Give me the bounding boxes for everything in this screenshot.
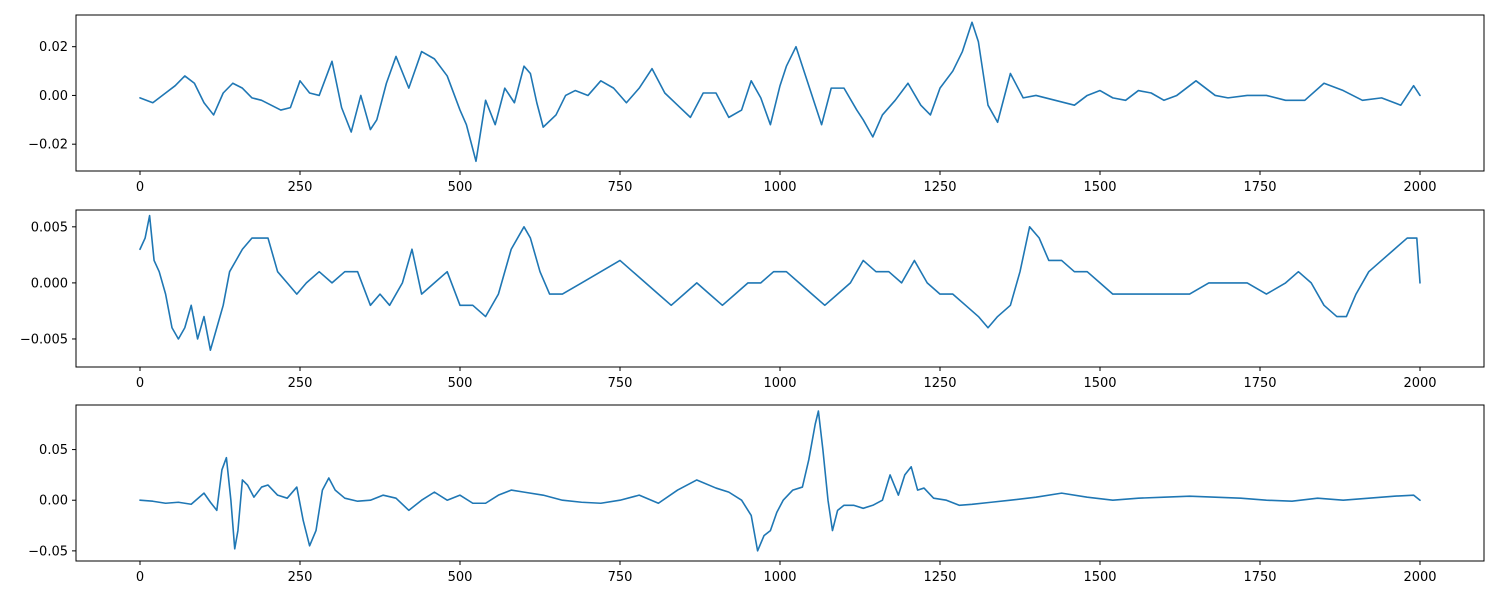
x-tick-label: 750 xyxy=(608,180,633,195)
x-tick-label: 2000 xyxy=(1403,376,1436,391)
x-tick-label: 2000 xyxy=(1403,570,1436,585)
x-tick-label: 500 xyxy=(448,180,473,195)
x-tick-label: 2000 xyxy=(1403,180,1436,195)
x-tick-label: 1500 xyxy=(1083,180,1116,195)
y-tick-label: 0.00 xyxy=(39,89,68,104)
y-tick-label: −0.005 xyxy=(20,332,68,347)
series-line-1 xyxy=(139,214,1421,351)
x-tick-label: 1500 xyxy=(1083,376,1116,391)
x-tick-label: 500 xyxy=(448,570,473,585)
x-tick-label: 1750 xyxy=(1243,180,1276,195)
subplot-2: 0 250 500 750 1000 1250 1500 1750 2000 −0.005 0.00… xyxy=(20,209,1485,391)
x-tick-label: 1250 xyxy=(923,376,956,391)
subplot-3: 0 250 500 750 1000 1250 1500 1750 2000 −0.05 0.00 0… xyxy=(28,404,1485,585)
x-tick-label: 0 xyxy=(136,180,144,195)
x-tick-label: 750 xyxy=(608,570,633,585)
x-tick-label: 250 xyxy=(288,376,313,391)
x-tick-label: 250 xyxy=(288,180,313,195)
x-tick-label: 1000 xyxy=(763,376,796,391)
x-tick-label: 0 xyxy=(136,570,144,585)
x-tick-label: 1750 xyxy=(1243,376,1276,391)
x-tick-label: 1000 xyxy=(763,570,796,585)
x-tick-label: 1000 xyxy=(763,180,796,195)
series-line-1 xyxy=(139,21,1421,163)
y-tick-label: 0.02 xyxy=(39,40,68,55)
y-tick-label: 0.005 xyxy=(31,220,68,235)
x-tick-label: 500 xyxy=(448,376,473,391)
y-tick-label: −0.02 xyxy=(28,138,68,153)
x-tick-label: 0 xyxy=(136,376,144,391)
x-tick-label: 1250 xyxy=(923,180,956,195)
x-tick-label: 250 xyxy=(288,570,313,585)
series-line-1 xyxy=(139,410,1421,552)
y-tick-label: 0.05 xyxy=(39,443,68,458)
x-tick-label: 750 xyxy=(608,376,633,391)
x-tick-label: 1250 xyxy=(923,570,956,585)
y-tick-label: 0.00 xyxy=(39,494,68,509)
x-tick-label: 1500 xyxy=(1083,570,1116,585)
x-tick-label: 1750 xyxy=(1243,570,1276,585)
subplots: 0 250 500 750 1000 1250 1500 1750 2000−0.020.000… xyxy=(20,14,1485,585)
y-tick-label: 0.000 xyxy=(31,276,68,291)
y-tick-label: −0.05 xyxy=(28,544,68,559)
subplot-1: 0 250 500 750 1000 1250 1500 1750 2000 −0.02 0.00 0… xyxy=(28,14,1485,195)
